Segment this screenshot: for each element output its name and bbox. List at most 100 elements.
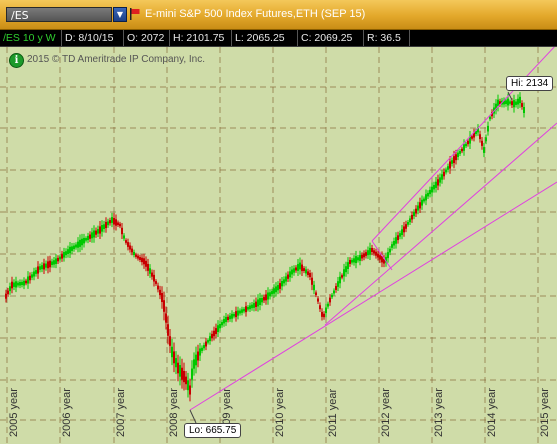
candle-body <box>325 307 327 314</box>
candle-body <box>389 248 391 253</box>
candle-body <box>321 311 323 317</box>
candle-body <box>375 251 377 256</box>
candle-body <box>143 258 145 265</box>
channel-connector-line <box>371 240 393 271</box>
candle-body <box>265 294 267 301</box>
candle-body <box>125 240 127 243</box>
candle-body <box>277 285 279 291</box>
low-value: L: 2065.25 <box>232 30 298 46</box>
candle-body <box>361 254 363 259</box>
candle-body <box>89 234 91 239</box>
candle-body <box>67 249 69 254</box>
candle-body <box>283 279 285 284</box>
candle-body <box>71 246 73 251</box>
candle-body <box>231 313 233 319</box>
candle-body <box>203 345 205 349</box>
open-value: O: 2072 <box>124 30 170 46</box>
candle-body <box>121 227 123 235</box>
candle-body <box>45 263 47 268</box>
candle-body <box>49 260 51 268</box>
candle-body <box>383 258 385 264</box>
candle-body <box>175 358 177 368</box>
candle-body <box>217 325 219 332</box>
candle-body <box>97 229 99 234</box>
candle-body <box>453 156 455 164</box>
candle-body <box>19 282 21 286</box>
candle-body <box>7 290 9 295</box>
candle-body <box>241 309 243 313</box>
candle-body <box>75 244 77 248</box>
candle-body <box>323 313 325 318</box>
aggregation-period[interactable]: /ES 10 y W <box>0 30 62 46</box>
candle-body <box>365 252 367 256</box>
candle-body <box>209 336 211 342</box>
price-chart[interactable]: 2005 year 2006 year 2007 year 2008 year 2009… <box>0 47 557 444</box>
candle-body <box>385 256 387 263</box>
candle-body <box>343 269 345 277</box>
x-axis-label: 2015 year <box>539 388 551 437</box>
candle-body <box>31 274 33 278</box>
candle-body <box>491 112 493 117</box>
candle-body <box>263 297 265 301</box>
candle-body <box>423 198 425 202</box>
candle-body <box>427 192 429 197</box>
candle-body <box>331 294 333 298</box>
candle-body <box>447 166 449 170</box>
candle-body <box>287 274 289 279</box>
high-label-pointer <box>507 91 513 101</box>
symbol-input[interactable]: /ES <box>6 7 112 22</box>
candle-body <box>229 315 231 320</box>
candle-body <box>319 305 321 310</box>
candle-body <box>41 265 43 270</box>
candle-body <box>37 266 39 274</box>
candle-body <box>463 144 465 151</box>
candle-body <box>455 154 457 161</box>
candle-body <box>495 103 497 110</box>
chart-canvas[interactable]: 2005 year 2006 year 2007 year 2008 year 2009… <box>0 47 557 444</box>
candle-body <box>181 367 183 380</box>
candle-body <box>335 286 337 290</box>
candle-body <box>135 254 137 257</box>
candle-body <box>367 250 369 256</box>
candle-body <box>393 240 395 246</box>
candle-body <box>275 286 277 293</box>
candle-body <box>289 271 291 278</box>
candle-body <box>387 252 389 259</box>
low-label-pointer <box>189 409 197 424</box>
candle-body <box>401 229 403 236</box>
candle-body <box>183 370 185 383</box>
candle-body <box>457 152 459 157</box>
candle-body <box>269 292 271 297</box>
candle-body <box>333 290 335 294</box>
candle-body <box>165 313 167 323</box>
low-price-label: Lo: 665.75 <box>184 423 242 438</box>
info-icon[interactable]: i <box>9 53 24 68</box>
candle-body <box>363 253 365 258</box>
candle-body <box>47 261 49 269</box>
candle-body <box>155 281 157 284</box>
candle-body <box>341 275 343 278</box>
candle-body <box>55 258 57 264</box>
candle-body <box>373 250 375 254</box>
candle-body <box>381 256 383 263</box>
candle-body <box>177 362 179 374</box>
candle-body <box>407 222 409 225</box>
candle-body <box>5 293 7 299</box>
candle-body <box>117 222 119 226</box>
candle-body <box>189 385 191 395</box>
x-axis-label: 2014 year <box>486 388 498 437</box>
chevron-down-icon[interactable]: ▼ <box>113 7 127 22</box>
candle-body <box>161 292 163 303</box>
candle-body <box>329 297 331 303</box>
candle-body <box>127 242 129 247</box>
candle-body <box>291 269 293 275</box>
candle-body <box>431 186 433 193</box>
candle-body <box>73 245 75 250</box>
candle-body <box>405 224 407 229</box>
candle-body <box>91 232 93 239</box>
candle-body <box>151 272 153 277</box>
flag-icon[interactable] <box>130 8 140 20</box>
candle-body <box>395 237 397 244</box>
candle-body <box>153 274 155 282</box>
candle-body <box>377 253 379 258</box>
